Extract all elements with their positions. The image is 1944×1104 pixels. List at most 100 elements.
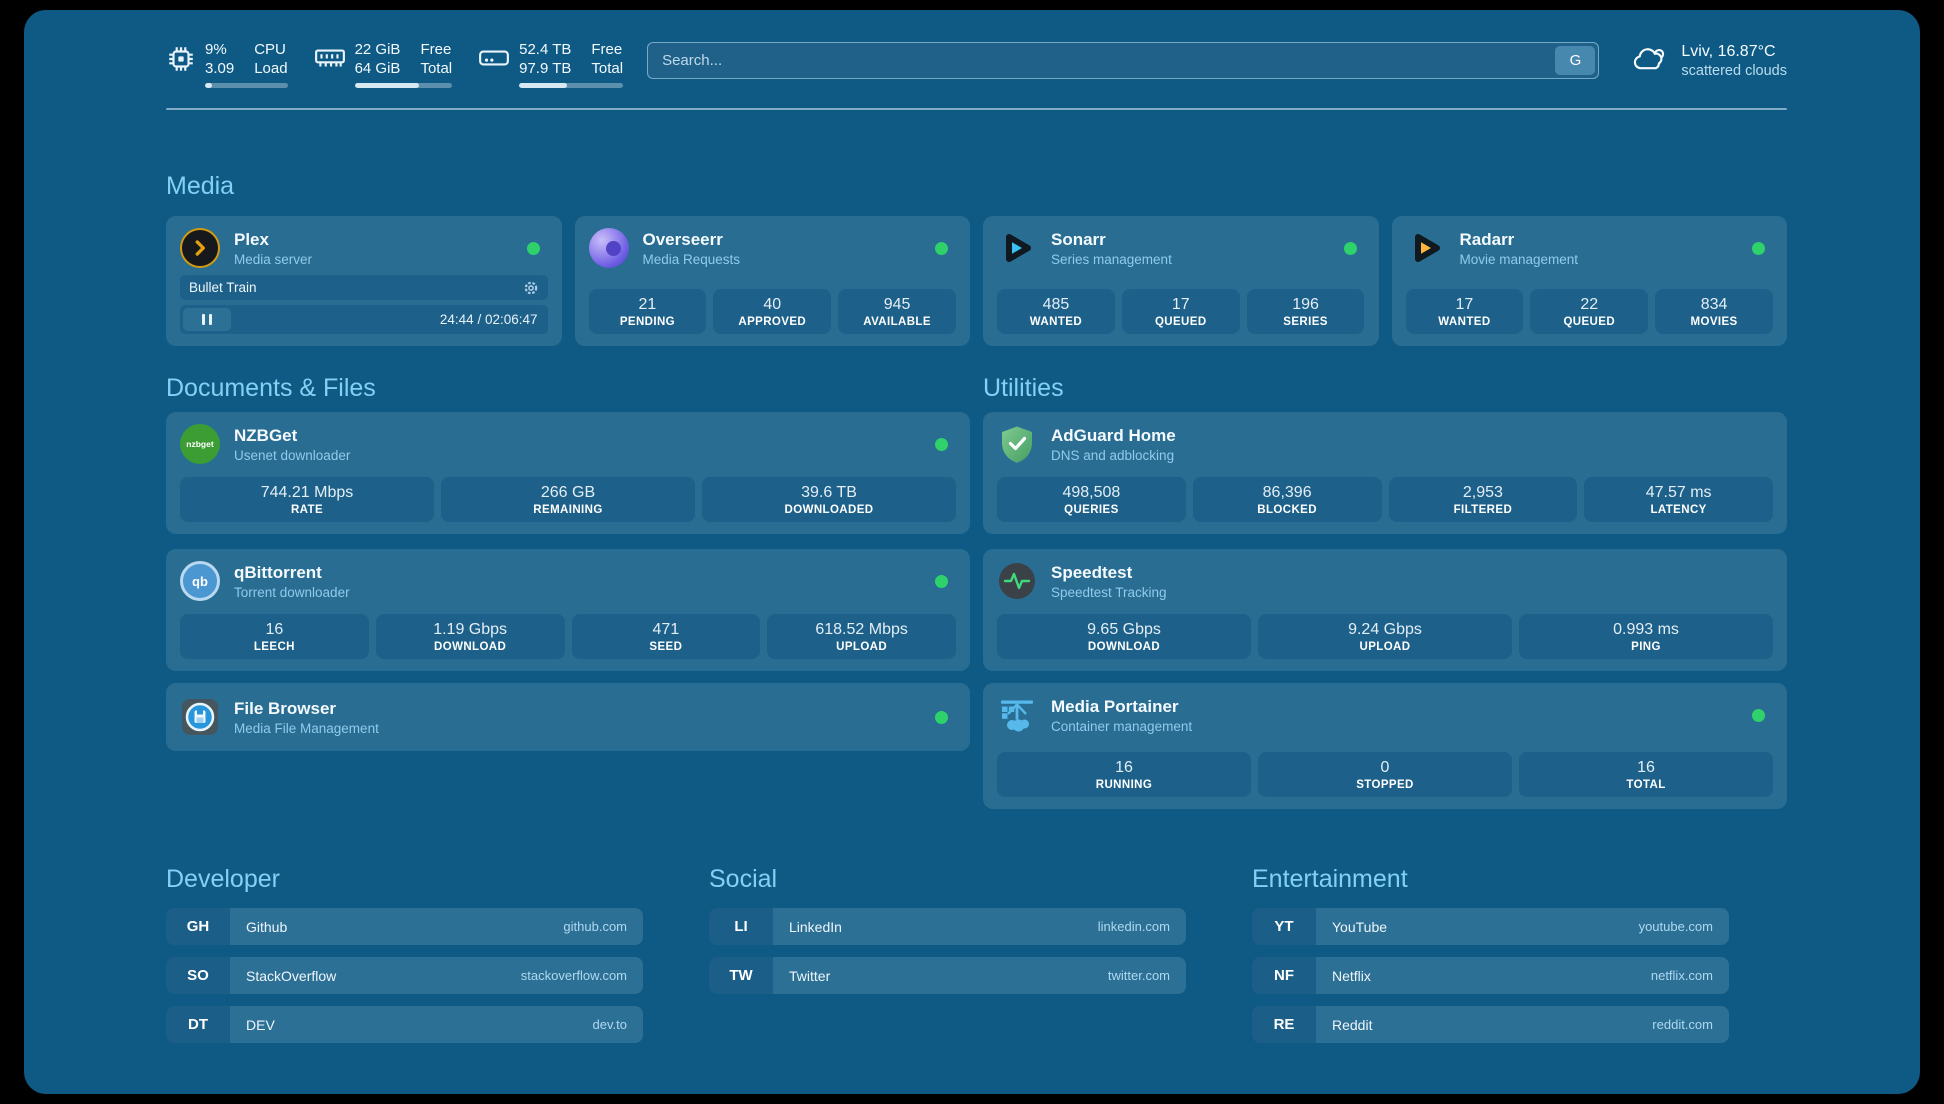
pause-button[interactable] [183,308,231,331]
service-card-adguard[interactable]: AdGuard Home DNS and adblocking 498,508 Q… [983,412,1787,534]
weather-widget[interactable]: Lviv, 16.87°C scattered clouds [1629,42,1787,79]
service-card-plex[interactable]: Plex Media server Bullet Train 24:44 / 0… [166,216,562,346]
bookmark-name: YouTube [1332,918,1388,935]
bookmark-abbr: DT [166,1006,230,1043]
bookmark-twitter[interactable]: TW Twitter twitter.com [709,957,1186,994]
bookmark-abbr: RE [1252,1006,1316,1043]
service-card-qbittorrent[interactable]: qb qBittorrent Torrent downloader 16 LEEC… [166,549,970,671]
memory-free-label: Free [420,41,452,58]
cpu-load-value: 3.09 [205,60,235,77]
search-provider-button[interactable]: G [1555,46,1596,75]
bookmark-group-title: Developer [166,865,280,893]
cpu-widget: 9% 3.09 CPU Load [166,40,288,88]
bookmark-url: youtube.com [1638,919,1713,934]
bookmark-reddit[interactable]: RE Reddit reddit.com [1252,1006,1729,1043]
weather-condition: scattered clouds [1681,62,1787,79]
stat-blocked: 86,396 BLOCKED [1192,477,1382,522]
overseerr-icon [588,228,629,268]
stat-leech: 16 LEECH [180,614,369,659]
stat-queued: 22 QUEUED [1530,289,1649,334]
stat-filtered: 2,953 FILTERED [1388,477,1578,522]
dashboard-panel: 9% 3.09 CPU Load 22 GiB 64 GiB Fr [24,10,1920,1094]
status-online-dot [935,574,948,588]
disk-icon [478,44,510,88]
bookmark-dev[interactable]: DT DEV dev.to [166,1006,643,1043]
service-card-radarr[interactable]: Radarr Movie management 17 WANTED 22 QUEUE… [1391,216,1787,346]
bookmark-stackoverflow[interactable]: SO StackOverflow stackoverflow.com [166,957,643,994]
disk-progress-bar [519,83,624,88]
bookmark-group-entertainment: Entertainment YT YouTube youtube.com NF N… [1252,865,1729,1055]
bookmark-name: Twitter [789,967,831,984]
service-name: Speedtest [1051,562,1133,582]
service-card-filebrowser[interactable]: File Browser Media File Management [166,683,970,751]
service-description: Speedtest Tracking [1051,584,1167,600]
service-name: qBittorrent [234,562,322,582]
bookmark-group-social: Social LI LinkedIn linkedin.com TW Twitte… [709,865,1186,1055]
bookmark-name: StackOverflow [246,967,337,984]
bookmark-youtube[interactable]: YT YouTube youtube.com [1252,908,1729,945]
service-card-sonarr[interactable]: Sonarr Series management 485 WANTED 17 QUE… [983,216,1379,346]
now-playing-row: Bullet Train [180,275,548,300]
filebrowser-icon [180,697,220,737]
media-cards-row: Plex Media server Bullet Train 24:44 / 0… [166,216,1787,346]
bookmark-url: linkedin.com [1097,919,1170,934]
stat-latency: 47.57 ms LATENCY [1584,477,1773,522]
memory-free-value: 22 GiB [354,41,401,58]
stat-ping: 0.993 ms PING [1519,614,1773,659]
cpu-usage-value: 9% [205,41,227,58]
service-description: Media server [234,251,313,267]
service-name: File Browser [234,698,337,718]
stat-downloaded: 39.6 TB DOWNLOADED [702,477,956,522]
stat-queries: 498,508 QUERIES [997,477,1186,522]
stat-remaining: 266 GB REMAINING [441,477,695,522]
stat-total: 16 TOTAL [1519,752,1773,797]
bookmark-url: twitter.com [1107,968,1170,983]
qbittorrent-icon: qb [180,561,220,601]
service-card-overseerr[interactable]: Overseerr Media Requests 21 PENDING 40 APP… [574,216,970,346]
weather-location-temp: Lviv, 16.87°C [1681,42,1776,60]
service-description: DNS and adblocking [1051,447,1175,463]
search-bar: G [647,42,1600,79]
header-divider [166,108,1787,110]
service-card-portainer[interactable]: Media Portainer Container management 16 R… [983,683,1787,809]
playback-bar: 24:44 / 02:06:47 [180,305,548,334]
service-name: Media Portainer [1051,696,1179,716]
now-playing-title: Bullet Train [189,280,257,295]
status-online-dot [1752,708,1765,722]
bookmark-url: github.com [563,919,627,934]
search-input[interactable] [647,42,1600,79]
bookmark-github[interactable]: GH Github github.com [166,908,643,945]
cpu-icon [166,44,196,88]
bookmark-name: Github [246,918,288,935]
adguard-icon [997,424,1037,464]
status-online-dot [935,437,948,451]
bookmark-url: stackoverflow.com [520,968,627,983]
cloud-icon [1629,42,1669,79]
bookmark-abbr: SO [166,957,230,994]
service-card-speedtest[interactable]: Speedtest Speedtest Tracking 9.65 Gbps DO… [983,549,1787,671]
service-name: Radarr [1459,229,1515,249]
memory-total-label: Total [420,60,453,77]
service-description: Media Requests [642,251,741,267]
status-online-dot [1752,241,1765,255]
stat-available: 945 AVAILABLE [838,289,956,334]
status-online-dot [1343,241,1357,255]
bookmark-name: LinkedIn [789,918,842,935]
service-description: Container management [1051,718,1193,734]
stat-upload: 9.24 Gbps UPLOAD [1258,614,1512,659]
bookmark-abbr: NF [1252,957,1316,994]
service-card-nzbget[interactable]: nzbget NZBGet Usenet downloader 744.21 M… [166,412,970,534]
service-name: NZBGet [234,425,298,445]
bookmark-netflix[interactable]: NF Netflix netflix.com [1252,957,1729,994]
status-online-dot [935,241,948,255]
speedtest-icon [997,561,1037,601]
service-name: Overseerr [642,229,723,249]
bookmark-abbr: LI [709,908,773,945]
bookmark-linkedin[interactable]: LI LinkedIn linkedin.com [709,908,1186,945]
resource-widgets: 9% 3.09 CPU Load 22 GiB 64 GiB Fr [166,40,624,88]
bookmark-name: DEV [246,1016,275,1033]
stat-download: 1.19 Gbps DOWNLOAD [375,614,565,659]
bookmark-group-title: Social [709,865,778,893]
bookmark-url: dev.to [592,1017,627,1032]
gear-icon[interactable] [523,280,539,296]
